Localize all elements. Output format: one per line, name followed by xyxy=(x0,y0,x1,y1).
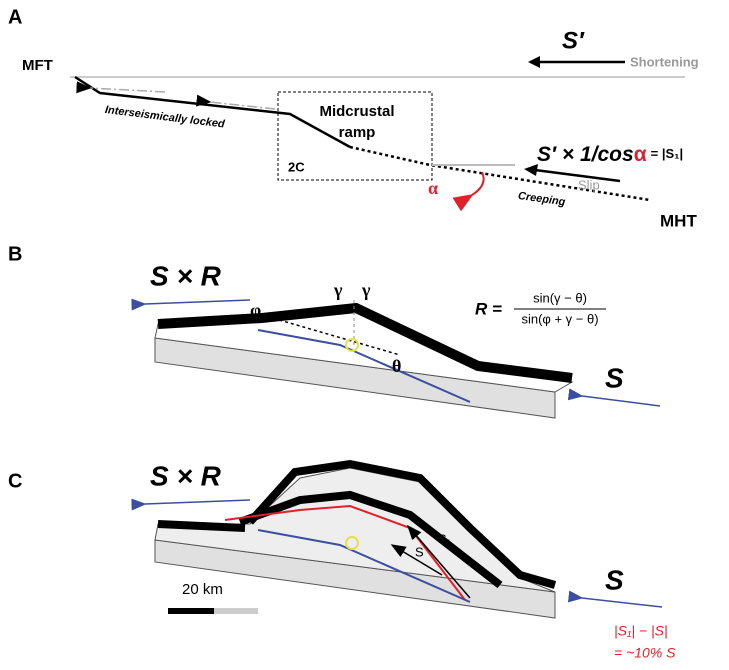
s-arrow xyxy=(582,396,660,406)
s-arrow xyxy=(582,598,662,607)
gamma: γ xyxy=(333,280,343,300)
ramp-label: Midcrustal xyxy=(319,103,394,120)
panel-label: C xyxy=(8,470,22,492)
panel-label: A xyxy=(8,6,22,28)
s-times-r: S × R xyxy=(150,460,222,491)
mht-label: MHT xyxy=(660,211,697,230)
r-lhs: R = xyxy=(475,299,502,318)
r-denominator: sin(φ + γ − θ) xyxy=(521,311,598,326)
sr-arrow xyxy=(145,500,250,504)
mft-label: MFT xyxy=(22,57,53,74)
alpha-arc xyxy=(472,172,484,195)
creeping-label: Creeping xyxy=(517,190,566,209)
panel-c: C S S₁ S × R S 20 km |S₁| − |S| = ~10% S xyxy=(8,460,676,660)
scale-bar xyxy=(214,608,258,614)
box-label: 2C xyxy=(288,159,305,174)
panel-a: A MFT S′ Shortening Interseismically loc… xyxy=(8,6,699,230)
difference: |S₁| − |S| xyxy=(614,623,668,639)
sr-arrow xyxy=(145,300,250,304)
locked-label: Interseismically locked xyxy=(104,104,225,131)
s-label: S xyxy=(605,564,624,595)
ramp-label: ramp xyxy=(339,124,376,141)
s1-vector-label: S₁ xyxy=(438,531,452,546)
top-layer xyxy=(158,524,245,528)
slip-arrow xyxy=(90,88,165,92)
alpha-label: α xyxy=(428,178,438,198)
panel-label: B xyxy=(8,243,22,265)
slip-equation: S′ × 1/cosα = |S₁| xyxy=(537,143,683,166)
arrow-head xyxy=(528,56,540,68)
shortening-label: Shortening xyxy=(630,54,699,69)
arrow-head xyxy=(524,164,538,176)
eq-alpha: α xyxy=(634,143,647,166)
gamma: γ xyxy=(361,280,371,300)
figure: A MFT S′ Shortening Interseismically loc… xyxy=(0,0,729,670)
slip-label: Slip xyxy=(578,177,600,192)
s-prime: S′ xyxy=(562,27,585,54)
s-label: S xyxy=(605,362,624,393)
eq-suffix: = |S₁| xyxy=(651,146,684,161)
difference: = ~10% S xyxy=(614,645,676,661)
theta: θ xyxy=(392,356,401,376)
scale-bar xyxy=(168,608,214,614)
s-times-r: S × R xyxy=(150,260,222,291)
eq-prefix: S′ × 1/cos xyxy=(537,143,634,166)
s-vector-label: S xyxy=(415,544,424,559)
scale-label: 20 km xyxy=(182,581,223,598)
panel-b: B S × R φ γ γ θ R = sin(γ − θ) sin(φ + γ… xyxy=(8,243,660,418)
r-numerator: sin(γ − θ) xyxy=(533,290,587,305)
phi: φ xyxy=(250,300,261,320)
